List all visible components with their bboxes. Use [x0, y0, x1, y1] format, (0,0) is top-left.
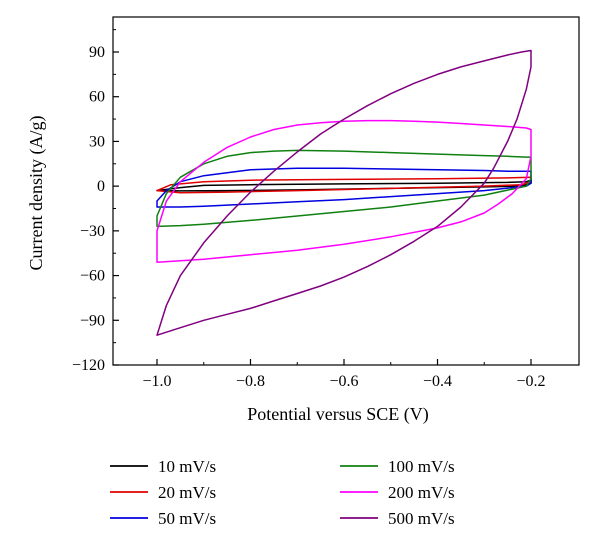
- series-curve-5: [156, 49, 532, 336]
- y-tick-label: 30: [89, 133, 105, 150]
- x-axis: −1.0 −0.8 −0.6 −0.4 −0.2: [142, 359, 546, 390]
- y-tick-label: 60: [89, 89, 105, 106]
- legend-label-0: 10 mV/s: [158, 457, 216, 476]
- legend-label-1: 20 mV/s: [158, 483, 216, 502]
- plot-frame: [112, 16, 580, 366]
- x-tick-label: −0.6: [329, 373, 358, 390]
- x-tick-label: −0.2: [516, 373, 545, 390]
- y-axis-title: Current density (A/g): [26, 116, 47, 271]
- y-axis: −120 −90 −60 −30 0 30 60 90: [72, 29, 119, 374]
- y-tick-label: −90: [80, 312, 105, 329]
- plot-area: [112, 16, 580, 366]
- y-tick-label: −30: [80, 223, 105, 240]
- y-tick-label: −60: [80, 268, 105, 285]
- x-tick-label: −0.4: [423, 373, 452, 390]
- y-tick-label: −120: [72, 357, 105, 374]
- legend-label-3: 100 mV/s: [388, 457, 455, 476]
- series-curve-3: [156, 149, 532, 228]
- y-tick-label: 90: [89, 44, 105, 61]
- y-tick-label: 0: [97, 178, 105, 195]
- legend-label-5: 500 mV/s: [388, 509, 455, 528]
- legend-label-2: 50 mV/s: [158, 509, 216, 528]
- legend-label-4: 200 mV/s: [388, 483, 455, 502]
- legend: 10 mV/s 20 mV/s 50 mV/s 100 mV/s 200 mV/s 500…: [110, 457, 455, 528]
- x-axis-title: Potential versus SCE (V): [247, 404, 429, 425]
- series-curve-4: [156, 119, 532, 263]
- x-tick-label: −1.0: [142, 373, 171, 390]
- x-tick-label: −0.8: [236, 373, 265, 390]
